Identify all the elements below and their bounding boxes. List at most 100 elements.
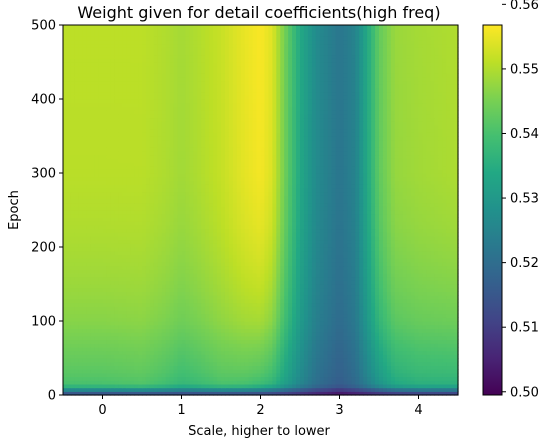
heatmap-cell — [382, 295, 388, 300]
heatmap-cell — [303, 365, 309, 370]
heatmap-cell — [363, 391, 368, 396]
heatmap-cell — [213, 284, 218, 289]
heatmap-cell — [122, 254, 127, 259]
heatmap-cell — [351, 309, 356, 315]
heatmap-cell — [268, 361, 273, 366]
heatmap-cell — [351, 391, 356, 396]
heatmap-cell — [82, 306, 88, 311]
heatmap-cell — [106, 265, 111, 270]
heatmap-cell — [114, 276, 119, 281]
heatmap-cell — [402, 276, 408, 281]
heatmap-cell — [102, 232, 108, 237]
heatmap-cell — [244, 235, 250, 241]
heatmap-cell — [307, 328, 313, 333]
heatmap-cell — [394, 380, 400, 385]
heatmap-cell — [181, 302, 187, 307]
heatmap-cell — [398, 380, 404, 385]
heatmap-cell — [438, 210, 443, 215]
heatmap-cell — [390, 365, 396, 370]
heatmap-cell — [260, 369, 266, 374]
heatmap-cell — [189, 261, 194, 267]
heatmap-cell — [114, 306, 119, 311]
heatmap-cell — [82, 335, 88, 341]
heatmap-cell — [240, 309, 246, 315]
heatmap-cell — [307, 210, 313, 215]
heatmap-cell — [177, 380, 183, 385]
heatmap-cell — [339, 221, 345, 226]
heatmap-cell — [284, 369, 289, 374]
heatmap-cell — [268, 261, 273, 267]
heatmap-cell — [236, 287, 242, 292]
heatmap-cell — [307, 321, 313, 326]
heatmap-cell — [331, 239, 337, 244]
heatmap-cell — [224, 365, 230, 370]
heatmap-cell — [272, 224, 277, 230]
heatmap-cell — [347, 361, 352, 366]
heatmap-cell — [315, 324, 321, 329]
heatmap-cell — [98, 324, 104, 329]
heatmap-cell — [268, 239, 273, 244]
heatmap-cell — [185, 365, 190, 370]
heatmap-cell — [161, 280, 167, 285]
heatmap-cell — [367, 321, 372, 326]
heatmap-cell — [323, 217, 329, 222]
heatmap-cell — [418, 372, 424, 378]
heatmap-cell — [335, 328, 341, 333]
heatmap-cell — [94, 361, 100, 366]
heatmap-cell — [300, 221, 305, 226]
heatmap-cell — [177, 254, 183, 259]
heatmap-cell — [382, 276, 388, 281]
heatmap-cell — [426, 350, 431, 355]
heatmap-cell — [102, 372, 108, 378]
heatmap-cell — [303, 235, 309, 241]
heatmap-cell — [185, 210, 190, 215]
heatmap-cell — [197, 269, 202, 274]
heatmap-cell — [165, 383, 171, 389]
heatmap-cell — [276, 376, 281, 381]
heatmap-cell — [359, 276, 364, 281]
heatmap-cell — [296, 302, 301, 307]
heatmap-cell — [410, 346, 416, 352]
heatmap-cell — [161, 247, 167, 252]
heatmap-cell — [446, 372, 451, 378]
heatmap-cell — [185, 306, 190, 311]
heatmap-cell — [138, 365, 143, 370]
heatmap-cell — [224, 243, 230, 248]
heatmap-cell — [102, 258, 108, 263]
heatmap-cell — [442, 291, 447, 296]
heatmap-cell — [327, 258, 333, 263]
heatmap-cell — [110, 213, 115, 218]
heatmap-cell — [367, 317, 372, 322]
heatmap-cell — [209, 291, 214, 296]
heatmap-cell — [66, 247, 72, 252]
heatmap-cell — [98, 258, 104, 263]
heatmap-cell — [280, 372, 285, 378]
heatmap-cell — [181, 254, 187, 259]
heatmap-cell — [450, 309, 455, 315]
heatmap-cell — [173, 298, 179, 304]
heatmap-cell — [375, 313, 380, 318]
heatmap-cell — [323, 265, 329, 270]
heatmap-cell — [118, 332, 123, 337]
heatmap-cell — [446, 346, 451, 352]
heatmap-cell — [130, 239, 135, 244]
heatmap-cell — [426, 372, 431, 378]
heatmap-cell — [292, 365, 297, 370]
heatmap-cell — [454, 247, 459, 252]
heatmap-cell — [224, 324, 230, 329]
heatmap-cell — [228, 343, 234, 348]
heatmap-cell — [106, 346, 111, 352]
heatmap-cell — [197, 272, 202, 278]
heatmap-cell — [430, 343, 435, 348]
heatmap-cell — [307, 250, 313, 255]
heatmap-cell — [382, 254, 388, 259]
heatmap-cell — [66, 387, 72, 392]
heatmap-cell — [224, 391, 230, 396]
heatmap-cell — [288, 213, 293, 218]
heatmap-cell — [74, 269, 80, 274]
heatmap-cell — [398, 258, 404, 263]
heatmap-cell — [209, 295, 214, 300]
heatmap-cell — [422, 258, 427, 263]
heatmap-cell — [284, 372, 289, 378]
heatmap-cell — [426, 346, 431, 352]
